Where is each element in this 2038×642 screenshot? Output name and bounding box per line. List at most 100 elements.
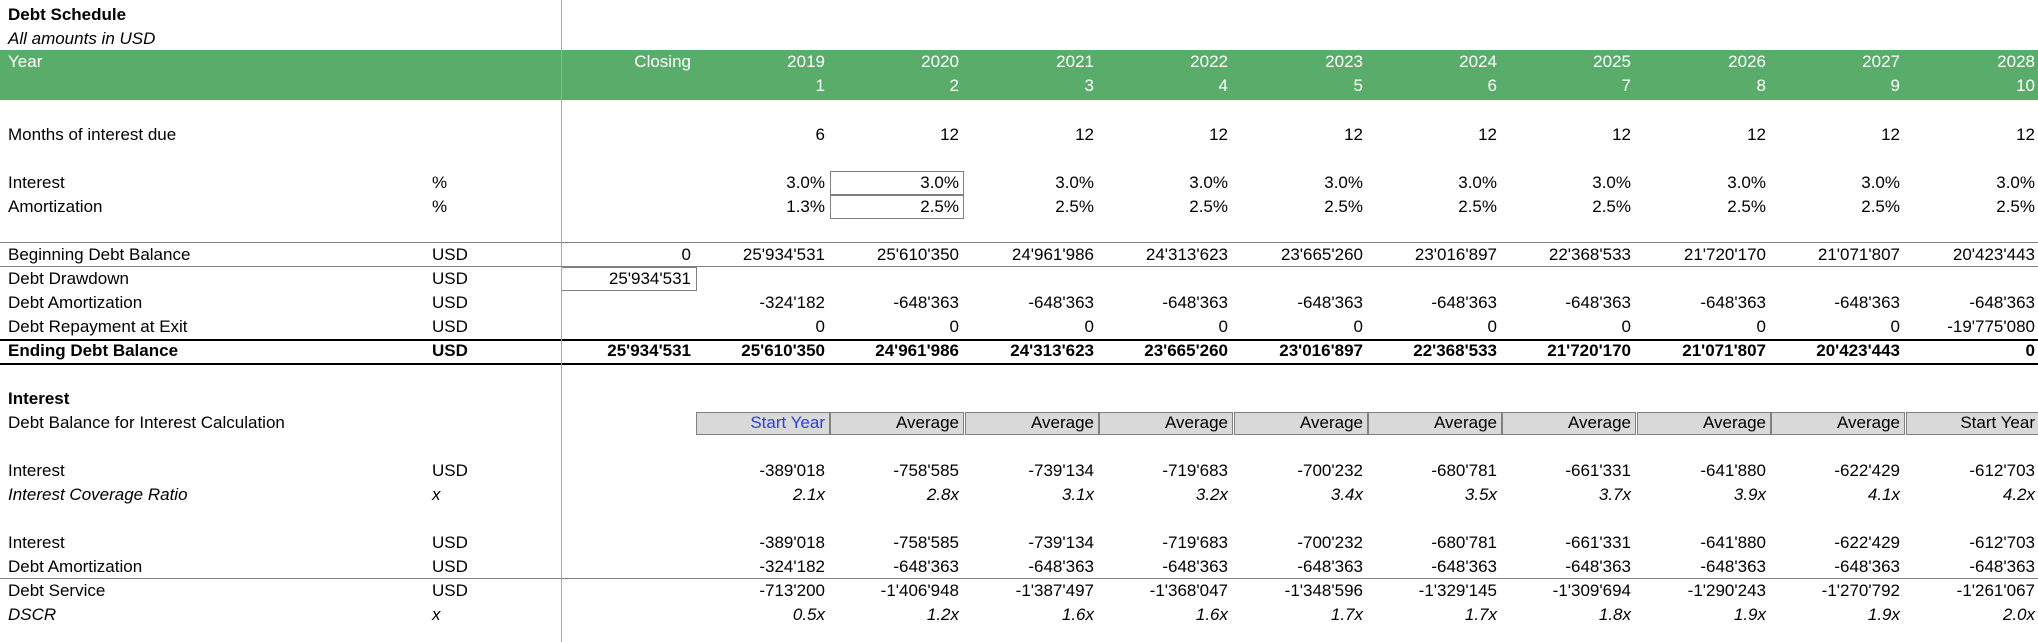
- value-cell[interactable]: 3.0%: [920, 173, 959, 192]
- row-unit: %: [432, 197, 448, 216]
- rate-input-box[interactable]: [830, 195, 964, 219]
- value-cell: 2.5%: [1189, 197, 1228, 216]
- method-select-box[interactable]: [1906, 412, 2038, 435]
- value-cell: -1'348'596: [1284, 581, 1363, 600]
- value-cell: 22'368'533: [1548, 245, 1631, 264]
- method-select-box[interactable]: [696, 412, 830, 435]
- value-cell: -648'363: [1834, 293, 1900, 312]
- value-cell[interactable]: Average: [1030, 413, 1094, 432]
- row-unit: x: [432, 485, 441, 504]
- period-header-cell: 1: [815, 76, 825, 95]
- value-cell: -648'363: [1565, 293, 1631, 312]
- value-cell: 1.3%: [786, 197, 825, 216]
- value-cell[interactable]: Average: [1836, 413, 1900, 432]
- value-cell[interactable]: Start Year: [1960, 413, 2035, 432]
- value-cell: 2.5%: [1861, 197, 1900, 216]
- value-cell: -1'261'067: [1956, 581, 2035, 600]
- row-label: Debt Repayment at Exit: [8, 317, 188, 336]
- value-cell: 2.5%: [1055, 197, 1094, 216]
- method-select-box[interactable]: [1502, 412, 1636, 435]
- method-select-box[interactable]: [1771, 412, 1905, 435]
- value-cell: 3.0%: [1592, 173, 1631, 192]
- method-select-box[interactable]: [965, 412, 1099, 435]
- value-cell: [696, 387, 830, 411]
- value-cell: 0: [2025, 341, 2035, 360]
- row-label: DSCR: [8, 605, 57, 624]
- rate-input-box[interactable]: [830, 171, 964, 195]
- value-cell: [1099, 387, 1233, 411]
- row-amort-rate: Amortization% 1.3% 2.5% 2.5% 2.5% 2.5% 2.5% 2.5…: [0, 195, 2038, 219]
- value-cell: -612'703: [1969, 461, 2035, 480]
- value-cell: 1.7x: [1330, 605, 1363, 624]
- row-interest-section: Interest: [0, 387, 2038, 411]
- value-cell: 1.9x: [1867, 605, 1900, 624]
- method-select-box[interactable]: [1099, 412, 1233, 435]
- value-cell: -1'406'948: [880, 581, 959, 600]
- value-cell: -648'363: [1969, 557, 2035, 576]
- row-unit: %: [432, 173, 448, 192]
- value-cell: 12: [1344, 125, 1363, 144]
- method-select-box[interactable]: [830, 412, 964, 435]
- row-label: Debt Balance for Interest Calculation: [8, 413, 285, 432]
- value-cell: -648'363: [1162, 293, 1228, 312]
- page-title: Debt Schedule: [8, 5, 127, 24]
- value-cell: -648'363: [893, 293, 959, 312]
- method-select-box[interactable]: [1234, 412, 1368, 435]
- row-label: Interest Coverage Ratio: [8, 485, 188, 504]
- row-label: Ending Debt Balance: [8, 341, 179, 360]
- subtitle-row: All amounts in USD: [0, 27, 2038, 51]
- value-cell[interactable]: Average: [1702, 413, 1766, 432]
- row-service: Debt Service USD -713'200 -1'406'948 -1'387'…: [0, 579, 2038, 603]
- period-header-cell: 3: [1084, 76, 1094, 95]
- value-cell: 12: [1747, 125, 1766, 144]
- value-cell: 3.0%: [1861, 173, 1900, 192]
- method-select-box[interactable]: [1637, 412, 1771, 435]
- row-label: Months of interest due: [8, 125, 177, 144]
- closing-cell: [562, 123, 696, 147]
- value-cell: 3.4x: [1330, 485, 1363, 504]
- row-interest-rate: Interest% 3.0% 3.0% 3.0% 3.0% 3.0% 3.0% 3.0% 3.0…: [0, 171, 2038, 195]
- value-cell: 0: [1487, 317, 1497, 336]
- value-cell: 1.8x: [1598, 605, 1631, 624]
- row-unit: USD: [432, 317, 468, 336]
- value-cell: 12: [1881, 125, 1900, 144]
- value-cell: -648'363: [1834, 557, 1900, 576]
- year-header-cell: 2024: [1459, 52, 1497, 71]
- value-cell: -758'585: [893, 461, 959, 480]
- value-cell: 22'368'533: [1413, 341, 1497, 360]
- value-cell[interactable]: Average: [895, 413, 959, 432]
- value-cell[interactable]: Average: [1299, 413, 1363, 432]
- value-cell: -648'363: [893, 557, 959, 576]
- page-subtitle: All amounts in USD: [8, 29, 156, 48]
- row-interest-usd: Interest USD -389'018 -758'585 -739'134 -719'…: [0, 459, 2038, 483]
- value-cell: 12: [1612, 125, 1631, 144]
- period-header-cell: 4: [1218, 76, 1228, 95]
- value-cell: -648'363: [1162, 557, 1228, 576]
- value-cell[interactable]: Average: [1433, 413, 1497, 432]
- value-cell: 4.2x: [2002, 485, 2035, 504]
- value-cell: -648'363: [1028, 293, 1094, 312]
- value-cell: -648'363: [1297, 557, 1363, 576]
- period-header-cell: 10: [2016, 76, 2035, 95]
- value-cell[interactable]: Average: [1164, 413, 1228, 432]
- row-label: Debt Amortization: [8, 293, 143, 312]
- value-cell: 12: [940, 125, 959, 144]
- value-cell: 20'423'443: [1816, 341, 1900, 360]
- value-cell[interactable]: 2.5%: [920, 197, 959, 216]
- value-cell: -713'200: [759, 581, 825, 600]
- value-cell: -1'329'145: [1418, 581, 1497, 600]
- value-cell[interactable]: Start Year: [750, 413, 825, 432]
- method-select-box[interactable]: [1368, 412, 1502, 435]
- value-cell: 2.1x: [792, 485, 825, 504]
- value-cell: 21'720'170: [1547, 341, 1631, 360]
- year-header-label: Year: [8, 52, 43, 71]
- value-cell: -1'387'497: [1015, 581, 1094, 600]
- value-cell: 1.2x: [926, 605, 959, 624]
- value-cell: 24'313'623: [1145, 245, 1228, 264]
- value-cell: 1.9x: [1733, 605, 1766, 624]
- value-cell[interactable]: Average: [1567, 413, 1631, 432]
- value-cell: -739'134: [1028, 461, 1094, 480]
- closing-cell[interactable]: 25'934'531: [608, 269, 691, 288]
- value-cell: -622'429: [1834, 461, 1900, 480]
- value-cell: -612'703: [1969, 533, 2035, 552]
